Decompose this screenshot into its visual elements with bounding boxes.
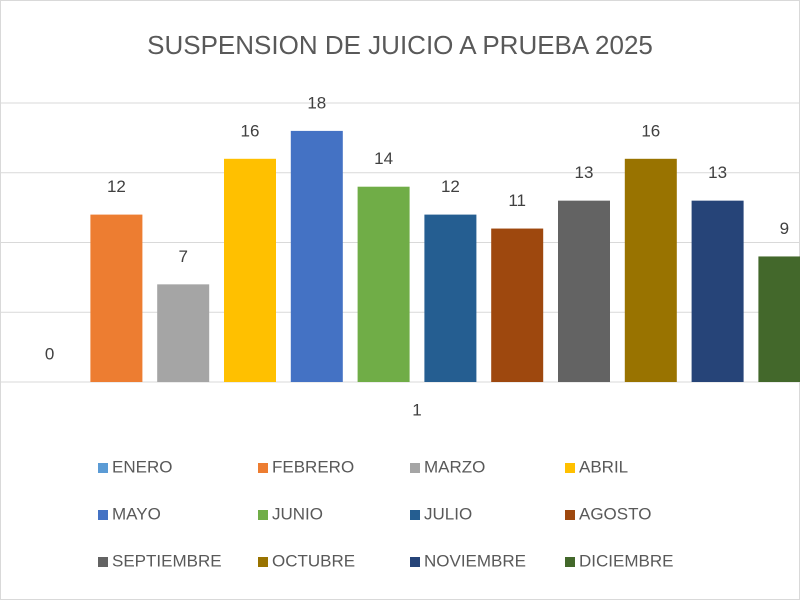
data-label: 16 bbox=[241, 121, 260, 140]
bar bbox=[691, 200, 744, 382]
legend-label: JUNIO bbox=[272, 504, 323, 523]
bar bbox=[424, 214, 477, 382]
legend-swatch bbox=[258, 557, 268, 567]
legend-label: JULIO bbox=[424, 504, 472, 523]
x-tick-label: 1 bbox=[412, 400, 421, 419]
legend-label: SEPTIEMBRE bbox=[112, 551, 222, 570]
data-label: 0 bbox=[45, 344, 54, 363]
legend-label: FEBRERO bbox=[272, 457, 354, 476]
legend-label: NOVIEMBRE bbox=[424, 551, 526, 570]
legend-label: DICIEMBRE bbox=[579, 551, 673, 570]
legend-swatch bbox=[565, 463, 575, 473]
legend-swatch bbox=[410, 510, 420, 520]
data-label: 13 bbox=[708, 163, 727, 182]
data-label: 12 bbox=[107, 177, 126, 196]
chart-title: SUSPENSION DE JUICIO A PRUEBA 2025 bbox=[147, 30, 653, 60]
legend-swatch bbox=[258, 510, 268, 520]
bar bbox=[491, 228, 544, 382]
bar bbox=[357, 186, 410, 382]
legend-label: ABRIL bbox=[579, 457, 628, 476]
legend-swatch bbox=[410, 463, 420, 473]
data-label: 9 bbox=[780, 219, 789, 238]
bar bbox=[157, 284, 210, 382]
legend-label: AGOSTO bbox=[579, 504, 651, 523]
bar bbox=[558, 200, 610, 382]
legend-swatch bbox=[98, 510, 108, 520]
data-label: 18 bbox=[307, 93, 326, 112]
data-label: 16 bbox=[641, 121, 660, 140]
bar bbox=[758, 256, 800, 382]
legend-label: MAYO bbox=[112, 504, 161, 523]
legend-label: MARZO bbox=[424, 457, 485, 476]
data-label: 11 bbox=[508, 191, 526, 210]
legend-label: OCTUBRE bbox=[272, 551, 355, 570]
data-label: 12 bbox=[441, 177, 460, 196]
bar bbox=[90, 214, 143, 382]
legend-swatch bbox=[98, 463, 108, 473]
legend-swatch bbox=[258, 463, 268, 473]
legend-swatch bbox=[98, 557, 108, 567]
legend-swatch bbox=[565, 557, 575, 567]
legend-swatch bbox=[565, 510, 575, 520]
data-label: 13 bbox=[575, 163, 594, 182]
bar bbox=[224, 158, 276, 382]
legend-label: ENERO bbox=[112, 457, 172, 476]
data-label: 14 bbox=[374, 149, 393, 168]
bar bbox=[624, 158, 677, 382]
bar bbox=[290, 130, 343, 382]
legend-swatch bbox=[410, 557, 420, 567]
data-label: 7 bbox=[178, 247, 187, 266]
